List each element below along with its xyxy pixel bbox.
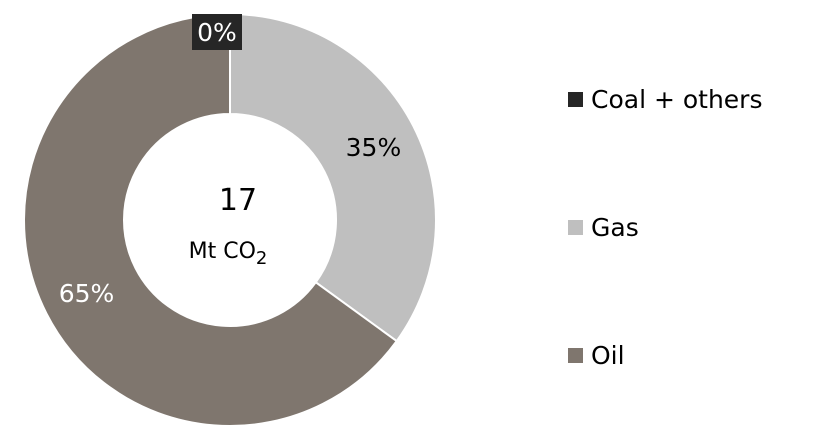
slice-label-box-coal-others (192, 14, 242, 50)
slice-oil (23, 12, 399, 427)
legend-swatch-coal-others (568, 91, 583, 107)
legend: Coal + others Gas Oil (568, 0, 817, 428)
center-total-value: 17 (219, 183, 257, 218)
legend-item-coal-others: Coal + others (568, 82, 762, 116)
donut-slices (23, 12, 437, 427)
legend-swatch-gas (568, 219, 583, 235)
slice-gas (229, 12, 437, 343)
legend-item-oil: Oil (568, 338, 625, 372)
slice-labels: 0% 35% 65% (59, 14, 401, 308)
slice-label-coal-others: 0% (197, 18, 237, 47)
legend-label-gas: Gas (591, 212, 639, 242)
legend-label-oil: Oil (591, 340, 625, 370)
slice-label-gas: 35% (346, 133, 402, 162)
slice-label-oil: 65% (59, 279, 115, 308)
legend-item-gas: Gas (568, 210, 639, 244)
center-unit-label: Mt CO2 (189, 239, 268, 269)
donut-chart: 0% 35% 65% 17 Mt CO2 (23, 12, 437, 427)
center-unit-text: Mt CO (189, 239, 256, 264)
legend-swatch-oil (568, 347, 583, 363)
legend-label-coal-others: Coal + others (591, 84, 763, 114)
center-unit-subscript: 2 (256, 248, 267, 269)
